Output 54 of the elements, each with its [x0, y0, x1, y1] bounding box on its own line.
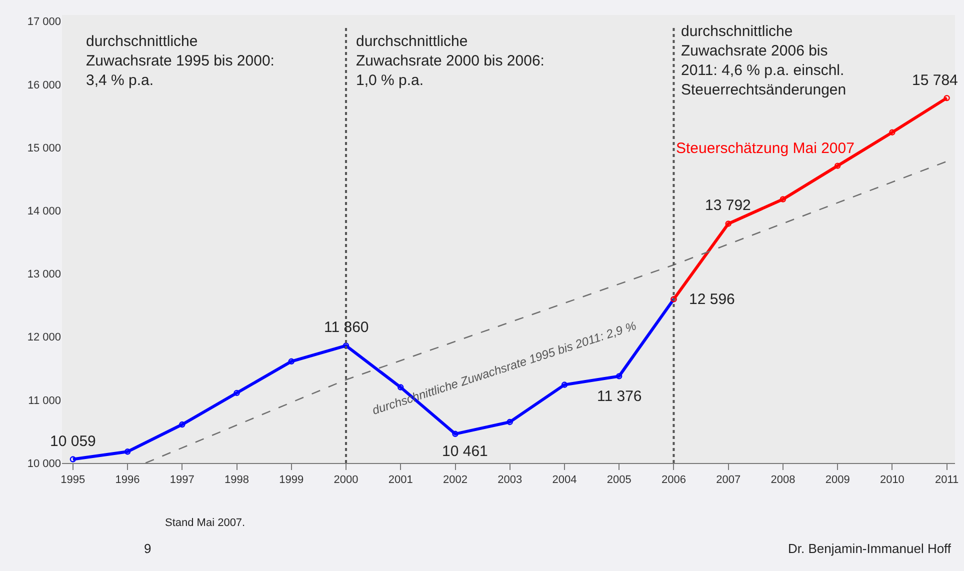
x-tick-label: 2001 [388, 474, 413, 486]
x-tick-label: 2008 [770, 474, 796, 486]
point [234, 390, 240, 396]
y-tick-label: 14 000 [27, 205, 61, 218]
point [780, 196, 786, 202]
point [70, 456, 76, 462]
point [506, 418, 513, 426]
x-tick-label: 1997 [170, 474, 194, 486]
y-tick-label: 11 000 [28, 394, 61, 407]
data-label: 11 860 [324, 319, 369, 336]
data-label: 11 376 [597, 388, 642, 405]
x-tick-label: 2000 [334, 474, 358, 486]
point [288, 358, 294, 365]
x-tick-label: 2009 [825, 474, 850, 486]
point [889, 129, 896, 136]
point [834, 162, 841, 169]
x-tick-label: 2002 [443, 474, 468, 486]
point [124, 448, 131, 455]
point [452, 430, 458, 438]
data-label: 15 784 [912, 72, 958, 89]
annotation: durchschnittliche Zuwachsrate 1995 bis 2000: 3,4 % p.a. [86, 33, 274, 89]
y-tick-label: 16 000 [27, 79, 61, 92]
y-tick-label: 13 000 [27, 268, 61, 281]
point [616, 373, 622, 380]
data-label: 10 461 [442, 443, 488, 460]
data-label: 12 596 [689, 291, 735, 308]
x-tick-label: 1996 [115, 474, 140, 486]
data-label: 13 792 [705, 197, 751, 214]
x-tick-label: 2003 [498, 474, 522, 486]
text: 9 [144, 541, 152, 556]
x-tick-label: 2010 [880, 474, 904, 486]
point [561, 382, 568, 388]
x-tick-label: 1998 [224, 474, 250, 486]
x-tick-label: 1999 [279, 474, 304, 486]
annotation: durchschnittliche Zuwachsrate 2006 bis 2011: 4,6 % p.a. einschl. Steuerrechtsänderungen [681, 23, 846, 98]
point [342, 342, 350, 349]
x-tick-label: 2004 [552, 474, 577, 486]
x-tick-label: 2011 [934, 474, 959, 486]
x-tick-label: 2007 [716, 474, 741, 486]
annotation: durchschnittliche Zuwachsrate 2000 bis 2006: 1,0 % p.a. [356, 33, 544, 89]
data-label: 10 059 [50, 433, 96, 450]
point [944, 94, 950, 102]
point [179, 421, 186, 428]
series-label: Steuerschätzung Mai 2007 [676, 140, 854, 157]
y-tick-label: 10 000 [27, 458, 61, 470]
y-tick-label: 12 000 [27, 332, 61, 344]
x-tick-label: 1995 [60, 474, 86, 486]
x-tick-label: 2006 [661, 474, 686, 486]
x-tick-label: 2005 [606, 474, 632, 486]
y-tick-label: 15 000 [27, 142, 61, 154]
text: Stand Mai 2007. [165, 517, 246, 529]
point [725, 220, 732, 227]
y-tick-label: 17 000 [27, 16, 61, 28]
text: Dr. Benjamin-Immanuel Hoff [788, 541, 952, 556]
